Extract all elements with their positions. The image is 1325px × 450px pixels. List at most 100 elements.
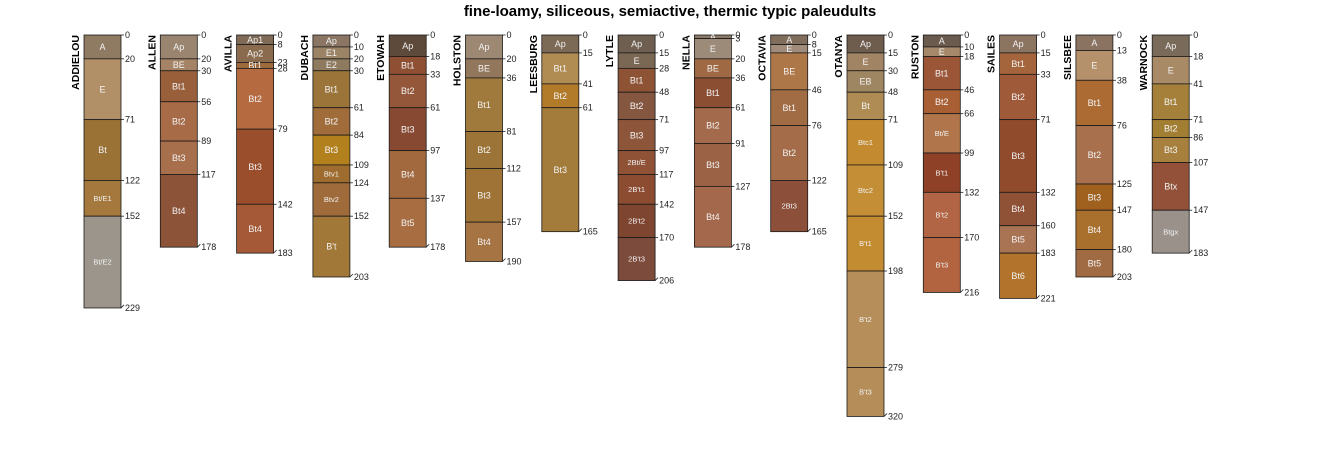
horizon-label: Bt2 <box>782 148 796 158</box>
horizon-label: Ap <box>1013 39 1024 49</box>
horizon-label: Ap <box>1165 41 1176 51</box>
horizon-label: Bt1 <box>554 64 568 74</box>
horizon-otanya-4 <box>846 91 885 121</box>
horizon-label: Ap1 <box>247 35 263 45</box>
horizon-label: Bt6 <box>1011 271 1025 281</box>
depth-label: 178 <box>430 242 445 252</box>
horizon-label: 2Bt3 <box>781 202 796 211</box>
depth-label: 0 <box>201 30 206 40</box>
horizon-label: Bt4 <box>248 224 262 234</box>
depth-label: 81 <box>507 127 517 137</box>
horizon-label: Bt1 <box>706 88 720 98</box>
depth-label: 97 <box>659 146 669 156</box>
horizon-label: E <box>862 57 868 67</box>
depth-label: 48 <box>659 87 669 97</box>
depth-label: 23 <box>278 57 288 67</box>
horizon-label: EB <box>859 77 871 87</box>
depth-label: 48 <box>888 87 898 97</box>
horizon-silsbee-2 <box>1075 50 1114 81</box>
depth-label: 137 <box>430 193 445 203</box>
horizon-label: B't1 <box>935 168 948 177</box>
depth-label: 20 <box>507 54 517 64</box>
horizon-label: Bt3 <box>325 145 339 155</box>
depth-label: 117 <box>201 169 215 179</box>
profile-silsbee: SILSBEE A E Bt1 Bt2 Bt3 Bt4 Bt5 0 13 38 76 125 147 180… <box>1062 30 1132 282</box>
depth-tick <box>731 243 735 248</box>
depth-label: 112 <box>507 164 521 174</box>
profile-name-silsbee: SILSBEE <box>1062 35 1074 80</box>
depth-label: 203 <box>1117 272 1132 282</box>
horizon-label: Bt3 <box>554 165 568 175</box>
horizon-lytle-7 <box>617 174 656 205</box>
horizon-allen-4 <box>159 101 198 142</box>
horizon-label: Bt <box>861 101 870 111</box>
horizon-label: Bt3 <box>630 130 644 140</box>
horizon-lytle-9 <box>617 237 656 281</box>
depth-label: 147 <box>1117 205 1132 215</box>
horizon-otanya-9 <box>846 367 885 417</box>
depth-label: 170 <box>659 233 674 243</box>
horizon-label: Bt3 <box>706 160 720 170</box>
depth-label: 0 <box>430 30 435 40</box>
depth-label: 18 <box>964 51 974 61</box>
horizon-holston-6 <box>465 221 503 262</box>
horizon-label: E1 <box>326 48 337 58</box>
depth-label: 0 <box>278 30 283 40</box>
depth-tick <box>883 413 888 417</box>
horizon-silsbee-4 <box>1075 125 1114 185</box>
profiles-group: ADDIELOU AEBtBt/E1Bt/E202071122152229ALLE… <box>70 30 1208 421</box>
depth-label: 107 <box>1193 158 1208 168</box>
horizon-octavia-6 <box>770 180 809 233</box>
profile-etowah: ETOWAH Ap Bt1 Bt2 Bt3 Bt4 Bt5 0 18 33 61 97 137 178 <box>375 30 445 252</box>
depth-label: 178 <box>201 242 216 252</box>
horizon-label: Bt <box>98 145 107 155</box>
depth-label: 198 <box>888 266 903 276</box>
depth-label: 36 <box>507 73 517 83</box>
horizon-label: Ap <box>555 39 566 49</box>
depth-tick <box>425 243 430 248</box>
depth-label: 160 <box>1041 221 1056 231</box>
horizon-label: Bt2 <box>1088 150 1102 160</box>
depth-label: 33 <box>1041 69 1051 79</box>
profile-name-leesburg: LEESBURG <box>528 35 540 93</box>
horizon-label: Bt3 <box>1088 192 1102 202</box>
horizon-label: Btgx <box>1163 227 1178 236</box>
profile-allen: ALLEN Ap BE Bt1 Bt2 Bt3 Bt4 0 20 30 56 89 117 178 <box>146 30 216 252</box>
horizon-label: Ap <box>478 42 489 52</box>
depth-label: 203 <box>354 272 369 282</box>
depth-label: 0 <box>1117 30 1122 40</box>
horizon-label: Bt3 <box>172 153 186 163</box>
depth-label: 30 <box>354 66 364 76</box>
depth-label: 36 <box>735 73 745 83</box>
horizon-label: Bt3 <box>401 124 415 134</box>
horizon-label: B't3 <box>859 388 872 397</box>
horizon-octavia-5 <box>770 125 809 181</box>
depth-label: 61 <box>735 103 745 113</box>
horizon-label: B't <box>326 242 337 252</box>
depth-label: 165 <box>583 227 598 237</box>
horizon-label: Btv1 <box>324 169 339 178</box>
profile-dubach: DUBACH Ap E1 E2 Bt1 Bt2 Bt3 Btv1 Btv2 B't 0 10 20 30 6… <box>299 30 369 282</box>
horizon-silsbee-7 <box>1075 249 1114 278</box>
depth-label: 183 <box>1041 248 1056 258</box>
depth-label: 91 <box>735 138 745 148</box>
depth-tick <box>1112 273 1117 278</box>
horizon-label: Btx <box>1164 182 1178 192</box>
horizon-label: Bt1 <box>1011 59 1025 69</box>
horizon-label: Bt/E1 <box>93 194 111 203</box>
horizon-label: Bt2 <box>706 121 720 131</box>
depth-label: 76 <box>1117 121 1127 131</box>
depth-label: 0 <box>583 30 588 40</box>
depth-label: 20 <box>354 54 364 64</box>
horizon-label: 2Bt/E <box>627 158 645 167</box>
depth-label: 190 <box>507 256 522 266</box>
horizon-label: Bt5 <box>1011 235 1025 245</box>
horizon-label: A <box>1091 38 1097 48</box>
horizon-label: Bt2 <box>325 117 339 127</box>
depth-tick <box>197 243 201 248</box>
profile-name-warnock: WARNOCK <box>1138 35 1150 91</box>
horizon-addielou-4 <box>83 180 122 217</box>
depth-label: 86 <box>1193 133 1203 143</box>
depth-label: 170 <box>964 233 979 243</box>
